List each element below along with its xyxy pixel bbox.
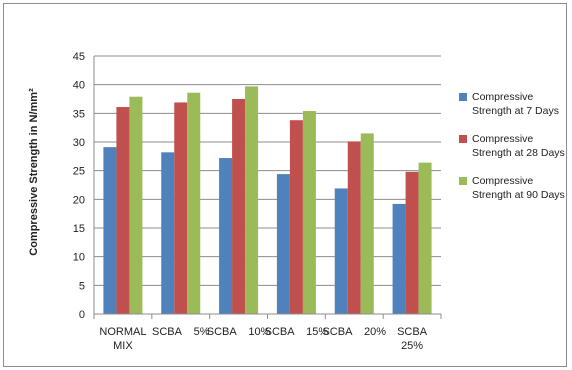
bar-90-days-5 [360,133,374,314]
x-tick-label-line: SCBA [397,326,428,338]
y-tick-label: 20 [73,194,85,206]
y-tick-label: 40 [73,80,85,92]
y-tick-label: 35 [73,108,85,120]
y-tick-label: 30 [73,137,85,149]
bar-90-days-2 [187,92,201,315]
x-tick-label-line: SCBA 15% [265,326,329,338]
legend-label: Compressive Strength at 7 Days [472,91,559,117]
chart-frame: 0 5 10 15 20 25 30 35 40 45 NORMAL MIX SCBA 5% SCBA … [3,3,567,367]
legend-label-line: Strength at 90 Days [472,189,565,201]
y-tick-label: 25 [73,166,85,178]
legend-label-line: Compressive [472,175,533,187]
bar-28-days-6 [405,171,419,314]
bar-28-days-5 [347,141,361,314]
bar-90-days-6 [418,162,432,314]
x-tick-label: SCBA 25% [397,326,428,352]
y-tick-labels: 0 5 10 15 20 25 30 35 40 45 [73,51,85,321]
gridlines [94,55,441,286]
legend: Compressive Strength at 7 DaysCompressive… [459,91,565,201]
x-tick-label-line: 25% [401,340,423,352]
legend-label: Compressive Strength at 90 Days [472,175,565,201]
x-tick-label-line: SCBA 5% [152,326,210,338]
x-tick-label: SCBA 10% [207,326,271,338]
y-tick-label: 0 [79,309,85,321]
bar-28-days-3 [232,99,246,314]
x-tick-label-line: MIX [113,340,133,352]
legend-label-line: Strength at 28 Days [472,147,565,159]
x-tick-label: SCBA 15% [265,326,329,338]
y-tick-label: 45 [73,51,85,63]
bar-7-days-2 [161,152,175,314]
bar-7-days-4 [276,174,290,314]
x-tick-label: SCBA 5% [152,326,210,338]
x-tick-labels: NORMAL MIX SCBA 5%SCBA 10%SCBA 15%SCBA 20%… [99,326,427,352]
bar-90-days-1 [129,96,143,314]
y-tick-label: 15 [73,223,85,235]
y-tick-label: 10 [73,252,85,264]
bar-28-days-4 [289,120,303,314]
bars [103,86,432,315]
x-tick-label-line: SCBA 10% [207,326,271,338]
legend-swatch [459,135,467,143]
legend-label-line: Strength at 7 Days [472,105,559,117]
bar-28-days-1 [116,107,130,314]
y-axis-label: Compressive Strength in N/mm² [28,88,40,256]
x-tick-label-line: SCBA 20% [322,326,386,338]
legend-label: Compressive Strength at 28 Days [472,133,565,159]
bar-7-days-5 [334,188,348,314]
x-tick-label: SCBA 20% [322,326,386,338]
bar-7-days-6 [392,203,406,314]
x-tick-label: NORMAL MIX [99,326,146,352]
legend-label-line: Compressive [472,91,533,103]
bar-90-days-4 [302,111,316,314]
legend-swatch [459,93,467,101]
y-tick-label: 5 [79,280,85,292]
legend-label-line: Compressive [472,133,533,145]
x-tick-label-line: NORMAL [99,326,146,338]
bar-28-days-2 [174,102,188,314]
legend-swatch [459,177,467,185]
bar-7-days-1 [103,147,117,314]
bar-7-days-3 [219,158,233,314]
axes [93,56,442,319]
bar-90-days-3 [245,86,259,315]
